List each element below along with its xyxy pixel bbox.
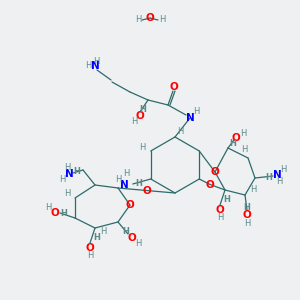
Text: O: O bbox=[136, 111, 144, 121]
Text: O: O bbox=[243, 210, 251, 220]
Text: O: O bbox=[51, 208, 59, 218]
Text: H: H bbox=[244, 202, 250, 211]
Text: H: H bbox=[61, 209, 68, 218]
Text: O: O bbox=[211, 167, 219, 177]
Text: O: O bbox=[206, 179, 214, 190]
Text: H: H bbox=[250, 184, 256, 194]
Text: H: H bbox=[135, 178, 142, 188]
Text: N: N bbox=[120, 180, 129, 190]
Text: H: H bbox=[241, 146, 247, 154]
Text: H: H bbox=[74, 167, 80, 176]
Text: O: O bbox=[146, 13, 154, 23]
Text: H: H bbox=[93, 56, 99, 65]
Text: H: H bbox=[217, 214, 223, 223]
Text: H: H bbox=[94, 233, 100, 242]
Text: N: N bbox=[186, 113, 194, 123]
Text: O: O bbox=[169, 82, 178, 92]
Text: H: H bbox=[135, 14, 141, 23]
Text: N: N bbox=[91, 61, 99, 71]
Text: H: H bbox=[280, 164, 286, 173]
Text: H: H bbox=[159, 14, 165, 23]
Text: N: N bbox=[273, 170, 281, 180]
Text: H: H bbox=[193, 107, 199, 116]
Text: H: H bbox=[140, 142, 146, 152]
Text: H: H bbox=[266, 172, 272, 182]
Text: O: O bbox=[216, 205, 224, 215]
Text: O: O bbox=[126, 200, 134, 210]
Text: H: H bbox=[276, 178, 282, 187]
Text: H: H bbox=[64, 163, 70, 172]
Text: O: O bbox=[85, 243, 94, 253]
Text: H: H bbox=[116, 175, 122, 184]
Text: H: H bbox=[45, 203, 51, 212]
Text: H: H bbox=[140, 104, 146, 113]
Text: N: N bbox=[64, 169, 74, 179]
Text: H: H bbox=[59, 175, 65, 184]
Text: O: O bbox=[232, 133, 240, 143]
Text: H: H bbox=[230, 139, 236, 148]
Text: H: H bbox=[100, 227, 106, 236]
Text: H: H bbox=[124, 169, 130, 178]
Text: H: H bbox=[123, 227, 129, 236]
Text: H: H bbox=[240, 128, 246, 137]
Text: H: H bbox=[131, 118, 137, 127]
Text: H: H bbox=[64, 190, 70, 199]
Text: H: H bbox=[85, 61, 91, 70]
Text: H: H bbox=[224, 196, 230, 205]
Text: H: H bbox=[87, 251, 93, 260]
Text: O: O bbox=[128, 233, 136, 243]
Text: O: O bbox=[142, 185, 151, 196]
Text: H: H bbox=[177, 127, 183, 136]
Text: H: H bbox=[135, 239, 141, 248]
Text: H: H bbox=[244, 218, 250, 227]
